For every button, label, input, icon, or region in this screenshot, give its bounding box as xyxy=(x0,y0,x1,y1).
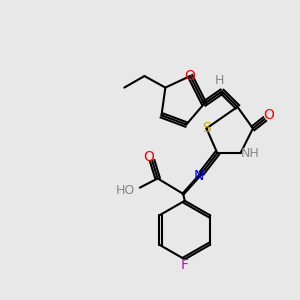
Text: NH: NH xyxy=(241,146,259,160)
Text: S: S xyxy=(202,122,211,135)
Text: O: O xyxy=(185,69,196,83)
Text: N: N xyxy=(194,169,204,183)
Text: H: H xyxy=(215,74,224,87)
Text: O: O xyxy=(263,108,274,122)
Text: F: F xyxy=(181,259,189,272)
Text: HO: HO xyxy=(116,184,135,196)
Text: O: O xyxy=(143,150,154,164)
